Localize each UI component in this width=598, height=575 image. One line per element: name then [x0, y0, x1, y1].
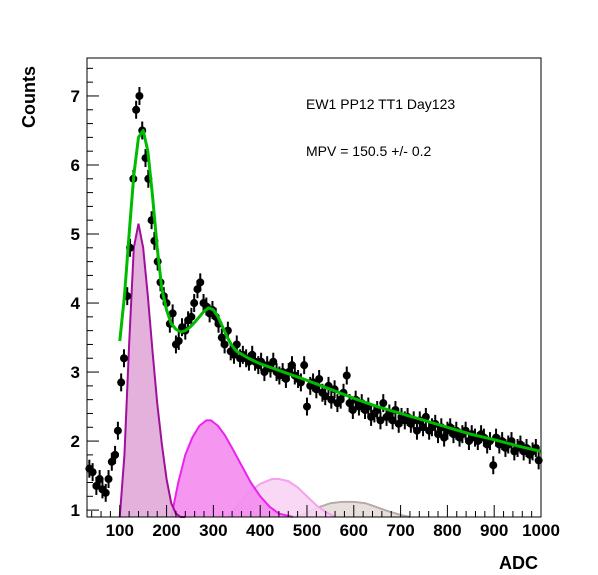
data-point — [342, 371, 351, 380]
x-axis-title: ADC — [499, 553, 538, 573]
y-tick-label: 1 — [71, 501, 80, 520]
x-tick-label: 300 — [199, 521, 227, 540]
data-point — [190, 299, 199, 308]
data-point — [174, 336, 183, 345]
data-point — [111, 450, 120, 459]
annotation-run-label: EW1 PP12 TT1 Day123 — [306, 96, 455, 112]
fit-curve — [118, 128, 542, 453]
peak-1-outline — [118, 223, 186, 518]
data-point — [434, 430, 443, 439]
y-tick-label: 4 — [71, 294, 81, 313]
x-tick-label: 900 — [480, 521, 508, 540]
data-point — [440, 433, 449, 442]
data-point — [269, 357, 278, 366]
data-point — [88, 468, 97, 477]
data-point — [321, 392, 330, 401]
data-point — [315, 374, 324, 383]
data-point — [196, 278, 205, 287]
data-point — [117, 378, 126, 387]
y-axis: 1 2 3 4 5 6 7 — [71, 67, 99, 520]
data-point — [119, 354, 128, 363]
y-tick-label: 3 — [71, 363, 80, 382]
data-point — [107, 457, 116, 466]
data-point — [376, 416, 385, 425]
component-peaks — [118, 223, 411, 518]
x-tick-label: 1000 — [522, 521, 560, 540]
data-point — [132, 105, 141, 114]
data-point — [473, 437, 482, 446]
data-point — [113, 426, 122, 435]
y-tick-label: 6 — [71, 156, 80, 175]
data-points — [85, 86, 543, 502]
fit-curve-group — [118, 128, 542, 453]
x-tick-label: 800 — [433, 521, 461, 540]
x-tick-label: 200 — [152, 521, 180, 540]
data-point — [489, 461, 498, 470]
data-point — [101, 488, 110, 497]
peak-2-fill — [171, 420, 293, 517]
x-tick-label: 400 — [246, 521, 274, 540]
x-tick-label: 700 — [386, 521, 414, 540]
data-point — [92, 481, 101, 490]
data-point — [220, 340, 229, 349]
x-tick-label: 600 — [340, 521, 368, 540]
x-axis: 100 200 300 400 500 600 700 800 900 1000 — [91, 505, 560, 540]
x-tick-label: 500 — [293, 521, 321, 540]
data-point — [379, 399, 388, 408]
plot-frame — [86, 57, 542, 518]
annotation-mpv: MPV = 150.5 +/- 0.2 — [306, 143, 432, 159]
data-point — [135, 91, 144, 100]
y-tick-label: 7 — [71, 87, 80, 106]
y-axis-title: Counts — [19, 66, 39, 128]
peak-2-outline — [170, 419, 294, 518]
data-point — [327, 395, 336, 404]
data-point — [345, 399, 354, 408]
peak-1-fill — [119, 223, 186, 518]
x-tick-label: 100 — [106, 521, 134, 540]
data-point — [302, 402, 311, 411]
data-point — [168, 309, 177, 318]
data-point — [232, 340, 241, 349]
y-tick-label: 5 — [71, 225, 80, 244]
data-point — [104, 475, 113, 484]
data-point — [300, 361, 309, 370]
y-tick-label: 2 — [71, 432, 80, 451]
data-point — [187, 312, 196, 321]
